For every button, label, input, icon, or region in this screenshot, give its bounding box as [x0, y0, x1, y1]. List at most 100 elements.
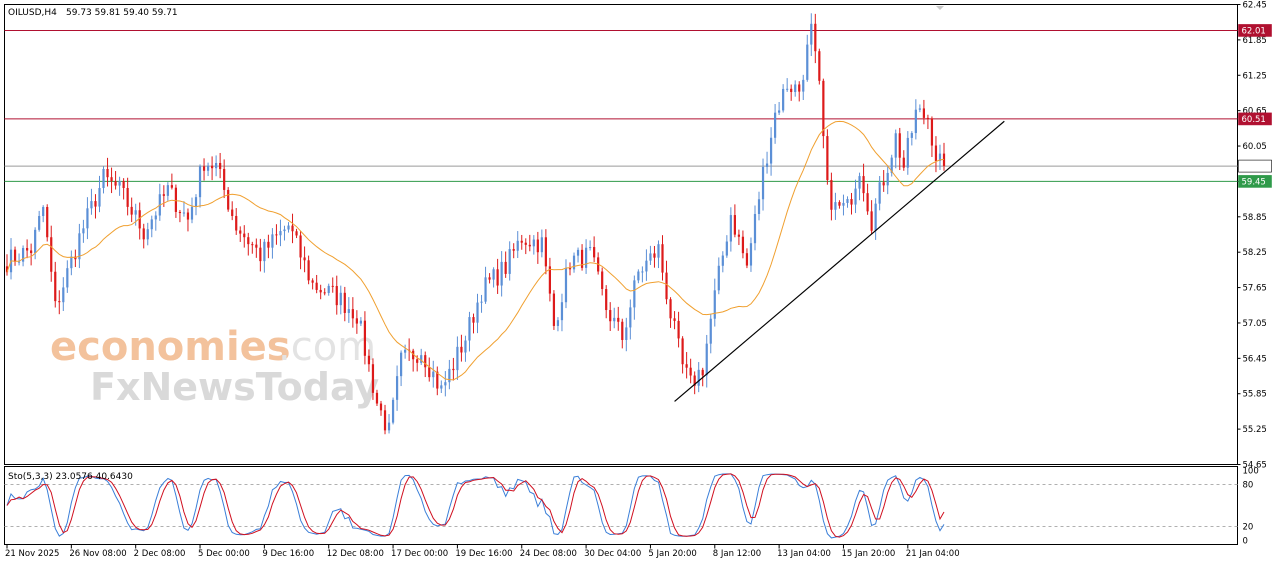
price-tick-label: 60.05	[1243, 142, 1267, 152]
candle-body	[673, 318, 676, 321]
time-tick-label: 12 Dec 08:00	[327, 549, 384, 559]
level-value-label: 60.51	[1242, 115, 1266, 125]
candle-body	[174, 187, 178, 212]
candle-body	[717, 265, 720, 291]
candle-body	[110, 177, 113, 182]
candle-body	[790, 88, 793, 93]
candle-body	[926, 117, 930, 119]
stochastic-scale-label: 80	[1243, 481, 1254, 491]
candle-body	[162, 194, 165, 196]
candle-body	[645, 260, 648, 272]
candle-body	[335, 285, 338, 306]
candle-body	[906, 137, 909, 168]
candle-body	[416, 359, 419, 363]
candle-body	[930, 118, 934, 146]
candle-body	[347, 309, 350, 313]
candle-body	[488, 277, 491, 280]
candle-body	[629, 307, 632, 328]
candle-body	[150, 219, 153, 230]
scroll-marker-icon[interactable]	[936, 6, 944, 10]
candle-body	[556, 320, 560, 326]
candle-body	[424, 355, 427, 368]
watermark-brand: economies	[50, 324, 291, 370]
candle-body	[794, 84, 797, 93]
candle-body	[456, 346, 459, 371]
candle-body	[484, 277, 487, 302]
candle-body	[842, 202, 845, 206]
candle-body	[773, 112, 777, 138]
candle-body	[584, 247, 588, 268]
candle-body	[765, 163, 769, 167]
candle-body	[866, 193, 869, 212]
candle-body	[404, 349, 407, 353]
stochastic-pane[interactable]: Sto(5,3,3) 23.0576 40.6430 100 80 20 0	[4, 466, 1259, 547]
candle-body	[440, 385, 443, 389]
candle-body	[166, 185, 169, 196]
price-tick-label: 58.25	[1243, 248, 1267, 258]
watermark-brand-suffix: .com	[278, 324, 376, 370]
candle-body	[287, 225, 290, 230]
candle-body	[536, 239, 539, 253]
candle-body	[721, 255, 724, 266]
candle-body	[243, 233, 246, 238]
candle-body	[665, 272, 668, 300]
level-value-label: 59.71	[1242, 162, 1266, 172]
candle-body	[86, 208, 89, 229]
candle-body	[331, 285, 334, 287]
price-tick-label: 57.65	[1243, 284, 1267, 294]
candle-body	[54, 271, 57, 302]
candle-body	[178, 211, 182, 214]
candle-body	[279, 231, 282, 236]
candle-body	[504, 261, 507, 274]
candle-body	[745, 253, 749, 266]
candle-body	[886, 172, 889, 186]
candle-body	[532, 239, 535, 247]
price-tick-label: 56.45	[1243, 354, 1267, 364]
stochastic-scale-label: 0	[1243, 537, 1248, 547]
ascending-trendline[interactable]	[674, 120, 1005, 402]
candle-body	[580, 249, 584, 268]
main-price-pane[interactable]: economies .com FxNewsToday OILUSD,H4 59.…	[4, 4, 1238, 465]
candle-body	[255, 244, 258, 248]
moving-average-line	[6, 120, 945, 381]
candle-body	[617, 317, 620, 322]
price-tick-label: 61.85	[1243, 36, 1267, 46]
support-level-tag	[1238, 175, 1272, 188]
candle-body	[436, 371, 439, 389]
current-level-tag	[1238, 159, 1272, 173]
candle-body	[653, 253, 656, 258]
candle-body	[190, 206, 194, 220]
candle-body	[625, 327, 628, 340]
level-value-label: 62.01	[1242, 26, 1266, 36]
candle-body	[339, 292, 342, 306]
candle-body	[239, 230, 242, 234]
candle-body	[251, 244, 254, 246]
candle-body	[235, 215, 238, 231]
candle-body	[468, 317, 471, 341]
candle-body	[890, 157, 893, 173]
candle-body	[194, 197, 198, 207]
candle-body	[858, 176, 861, 189]
candle-body	[778, 110, 781, 113]
candle-body	[605, 289, 608, 311]
candle-body	[114, 181, 117, 186]
candle-body	[428, 367, 431, 378]
candle-body	[223, 168, 226, 190]
price-tick-label: 58.85	[1243, 213, 1267, 223]
candle-body	[146, 229, 149, 240]
candle-body	[822, 80, 825, 137]
candle-body	[701, 369, 704, 376]
candle-body	[782, 88, 785, 111]
candle-body	[838, 202, 841, 206]
stochastic-pane-frame	[4, 466, 1238, 545]
time-tick-label: 5 Dec 00:00	[198, 549, 250, 559]
candle-body	[412, 350, 415, 360]
candle-body	[609, 310, 612, 322]
candle-body	[38, 216, 41, 230]
candle-body	[391, 399, 395, 423]
candle-body	[733, 215, 736, 235]
candle-body	[371, 364, 375, 393]
candle-body	[327, 285, 330, 293]
stochastic-signal-line	[6, 473, 945, 538]
